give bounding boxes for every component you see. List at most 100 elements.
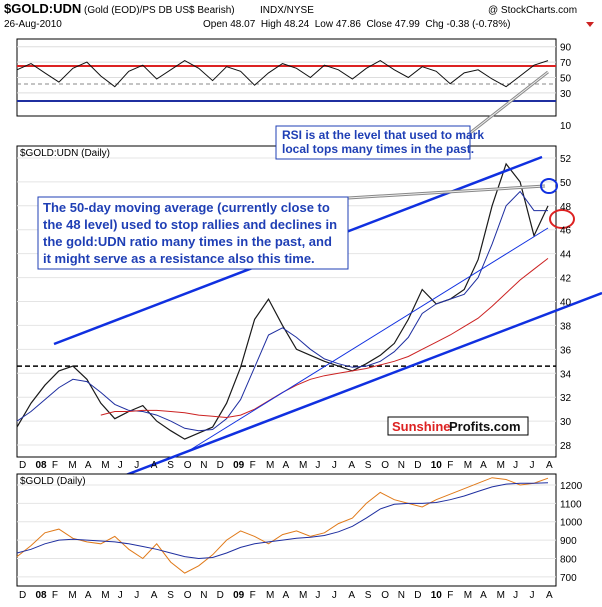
x-axis-label: M [299, 460, 307, 471]
x-axis-label: A [546, 460, 553, 471]
gold-panel-label: $GOLD (Daily) [20, 476, 86, 487]
gold-tick-label: 1200 [560, 481, 583, 492]
x-axis-label-bottom: S [167, 590, 174, 601]
gold-panel-frame [16, 473, 557, 587]
main-tick-label: 28 [560, 441, 572, 452]
x-axis-label-bottom: J [134, 590, 139, 601]
x-axis-label-bottom: A [546, 590, 553, 601]
rsi-series-line [16, 60, 549, 88]
x-axis-label-bottom: N [398, 590, 405, 601]
x-axis-label-bottom: A [480, 590, 487, 601]
x-axis-label-bottom: F [447, 590, 453, 601]
x-axis-label: J [118, 460, 123, 471]
chart-symbol: $GOLD:UDN [4, 1, 81, 16]
gold-ma-line [16, 482, 549, 560]
rsi-note-box [275, 125, 471, 160]
rsi-tick-label: 90 [560, 43, 572, 54]
ma-note-line2: the 48 level) used to stop rallies and d… [43, 217, 337, 232]
x-axis-label-bottom: 08 [36, 590, 48, 601]
x-axis-label-bottom: D [217, 590, 224, 601]
gold-tick-label: 700 [560, 573, 577, 584]
x-axis-label-bottom: N [200, 590, 207, 601]
main-tick-label: 52 [560, 154, 572, 165]
x-axis-label-bottom: D [19, 590, 26, 601]
x-axis-label-bottom: O [381, 590, 389, 601]
rsi-tick-label: 70 [560, 58, 572, 69]
main-tick-label: 30 [560, 417, 572, 428]
rsi-pointer-line-b [469, 71, 549, 134]
ma200-line [100, 258, 549, 419]
x-axis-label: S [167, 460, 174, 471]
x-axis-label: D [414, 460, 421, 471]
red-highlight-circle [549, 209, 575, 229]
ma50-line [16, 190, 548, 432]
blue-highlight-circle [540, 178, 558, 194]
main-panel-label: $GOLD:UDN (Daily) [20, 148, 110, 159]
x-axis-label-bottom: F [250, 590, 256, 601]
x-axis-label-bottom: J [513, 590, 518, 601]
x-axis-label: S [365, 460, 372, 471]
chart-date: 26-Aug-2010 [4, 19, 62, 30]
x-axis-label-bottom: M [497, 590, 505, 601]
x-axis-label: A [348, 460, 355, 471]
x-axis-label-bottom: M [68, 590, 76, 601]
main-tick-label: 38 [560, 321, 572, 332]
chart-description: (Gold (EOD)/PS DB US$ Bearish) [84, 5, 235, 16]
x-axis-label-bottom: S [365, 590, 372, 601]
x-axis-label: N [398, 460, 405, 471]
x-axis-label: D [19, 460, 26, 471]
x-axis-label: A [283, 460, 290, 471]
lower-support-trendline [117, 291, 602, 480]
x-axis-label: J [332, 460, 337, 471]
x-axis-label-bottom: 10 [431, 590, 443, 601]
x-axis-label: F [52, 460, 58, 471]
rsi-tick-label: 30 [560, 89, 572, 100]
rsi-note-line1: RSI is at the level that used to mark [282, 128, 484, 142]
chart-menu-icon[interactable] [586, 22, 594, 27]
gold-tick-label: 1100 [560, 499, 582, 510]
x-axis-label: A [151, 460, 158, 471]
ma-note-line4: it might serve as a resistance also this… [43, 251, 315, 266]
chart-exchange: INDX/NYSE [260, 5, 314, 16]
x-axis-label-bottom: A [283, 590, 290, 601]
ohlc-readout: Open 48.07 High 48.24 Low 47.86 Close 47… [203, 19, 510, 30]
x-axis-label: M [497, 460, 505, 471]
price-series-line [16, 162, 549, 440]
x-axis-label-bottom: J [315, 590, 320, 601]
main-tick-label: 42 [560, 274, 572, 285]
x-axis-labels-bottom: D 08 F M A M J J A S O N D 09 F M A M J J A S O N D 10 F M A M J J A [19, 590, 553, 601]
watermark-part2: Profits.com [449, 419, 521, 434]
main-tick-label: 46 [560, 226, 572, 237]
x-axis-label: D [217, 460, 224, 471]
x-axis-label: J [530, 460, 535, 471]
x-axis-label: M [266, 460, 274, 471]
rsi-tick-label: 10 [560, 121, 572, 132]
x-axis-label: J [315, 460, 320, 471]
x-axis-label: J [134, 460, 139, 471]
rsi-note-line2: local tops many times in the past. [282, 142, 474, 156]
watermark-box [387, 416, 529, 436]
x-axis-label-bottom: M [101, 590, 109, 601]
main-tick-label: 40 [560, 298, 572, 309]
x-axis-label-bottom: A [85, 590, 92, 601]
main-tick-label: 44 [560, 250, 572, 261]
main-tick-label: 36 [560, 345, 572, 356]
x-axis-label-bottom: A [348, 590, 355, 601]
x-axis-label: A [480, 460, 487, 471]
main-tick-label: 34 [560, 369, 572, 380]
main-tick-label: 50 [560, 178, 572, 189]
x-axis-label: N [200, 460, 207, 471]
x-axis-label: M [101, 460, 109, 471]
x-axis-label-bottom: J [530, 590, 535, 601]
rsi-gridlines [17, 46, 556, 94]
x-axis-label: F [250, 460, 256, 471]
watermark-part1: Sunshine [392, 419, 451, 434]
x-axis-label: A [85, 460, 92, 471]
gold-tick-label: 800 [560, 554, 577, 565]
x-axis-label-bottom: J [118, 590, 123, 601]
x-axis-labels: D 08 F M A M J J A S O N D 09 F M A M J J A S O N D 10 F M A M J J A [19, 460, 553, 471]
ma-pointer-line-b [347, 185, 546, 199]
thin-rising-trendline [189, 227, 549, 451]
